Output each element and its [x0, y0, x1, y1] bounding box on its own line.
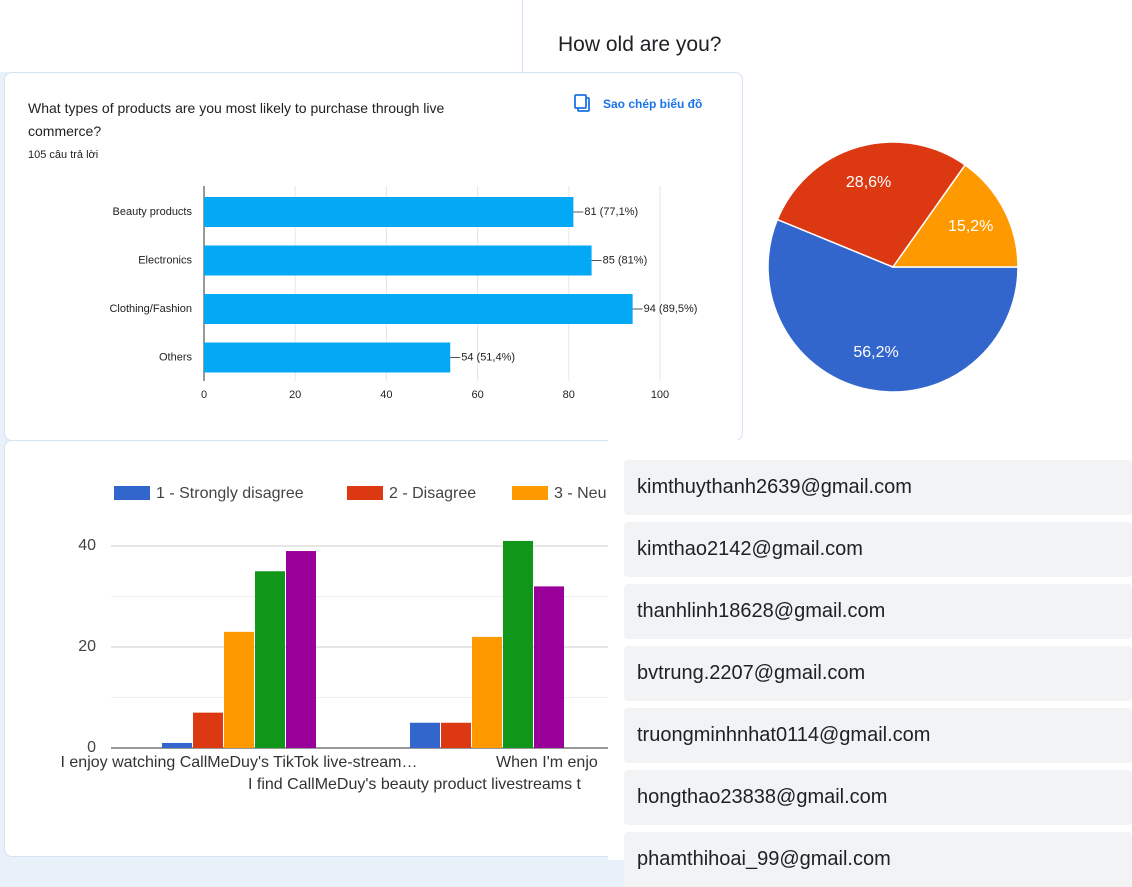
- grouped-bar-chart: 0 20 40 1 - Strongly disagree 2 - Disagree 3 …: [61, 485, 609, 793]
- bar: [204, 342, 451, 373]
- products-title: What types of products are you most like…: [28, 100, 445, 139]
- backdrop: [0, 0, 522, 72]
- age-title: How old are you?: [558, 33, 722, 56]
- slice-label: 15,2%: [948, 218, 993, 235]
- legend-label: 2 - Disagree: [389, 485, 476, 502]
- y-tick-label: Clothing/Fashion: [109, 303, 192, 315]
- copy-chart-button[interactable]: Sao chép biểu đồ: [603, 97, 703, 111]
- pie-chart: 56,2% 28,6% 15,2%: [767, 141, 1019, 393]
- value-label: 94 (89,5%): [644, 303, 698, 315]
- bar: [224, 631, 254, 748]
- bar: [204, 294, 633, 324]
- legend-swatch: [114, 486, 150, 500]
- legend-swatch: [512, 486, 548, 500]
- email-list: kimthuythanh2639@gmail.com kimthao2142@gm…: [608, 440, 1132, 887]
- y-tick-label: 0: [87, 739, 96, 756]
- email-row: bvtrung.2207@gmail.com: [624, 646, 1132, 701]
- pie-slice: [891, 163, 1019, 268]
- value-label: 54 (51,4%): [461, 351, 515, 363]
- x-tick-label: 20: [289, 389, 301, 401]
- legend-label: 1 - Strongly disagree: [156, 485, 304, 502]
- email-row: kimthuythanh2639@gmail.com: [624, 460, 1132, 515]
- bar: [162, 742, 192, 748]
- bar: [255, 571, 285, 748]
- agreement-card: 0 20 40 1 - Strongly disagree 2 - Disagree 3 …: [4, 440, 609, 857]
- legend-label: 3 - Neu: [554, 485, 606, 502]
- bar: [441, 722, 471, 748]
- x-tick-label: 80: [563, 389, 575, 401]
- legend-swatch: [347, 486, 383, 500]
- slice-label: 28,6%: [846, 174, 891, 191]
- x-tick-label: 40: [380, 389, 392, 401]
- bar: [410, 722, 440, 748]
- copy-icon: [574, 94, 587, 109]
- email-row: kimthao2142@gmail.com: [624, 522, 1132, 577]
- bar: [472, 636, 502, 748]
- x-tick-label: I enjoy watching CallMeDuy's TikTok live…: [61, 754, 418, 771]
- y-tick-label: 20: [78, 638, 96, 655]
- responses-count: 105 câu trả lời: [28, 149, 99, 161]
- bar: [286, 551, 316, 748]
- bar: [193, 712, 223, 748]
- bar-chart: 0 20 40 60 80 100 Beauty products 81 (77,1%) Ele…: [109, 94, 698, 401]
- bar: [204, 197, 574, 227]
- email-row: truongminhnhat0114@gmail.com: [624, 708, 1132, 763]
- y-tick-label: 40: [78, 537, 96, 554]
- products-card: What types of products are you most like…: [4, 72, 743, 441]
- y-tick-label: Beauty products: [113, 206, 193, 218]
- y-tick-label: Others: [159, 351, 193, 363]
- bar: [503, 540, 533, 748]
- x-tick-label: 60: [471, 389, 483, 401]
- bar: [204, 245, 592, 276]
- x-tick-label: I find CallMeDuy's beauty product livest…: [248, 776, 582, 793]
- slice-label: 56,2%: [853, 344, 898, 361]
- x-tick-label: 100: [651, 389, 669, 401]
- bar: [534, 586, 564, 748]
- x-tick-label: When I'm enjo: [496, 754, 598, 771]
- pie-slice: [767, 218, 1019, 393]
- email-row: hongthao23838@gmail.com: [624, 770, 1132, 825]
- email-row: thanhlinh18628@gmail.com: [624, 584, 1132, 639]
- y-tick-label: Electronics: [138, 254, 192, 266]
- value-label: 81 (77,1%): [584, 206, 638, 218]
- value-label: 85 (81%): [603, 254, 648, 266]
- pie-slice: [776, 141, 967, 268]
- x-tick-label: 0: [201, 389, 207, 401]
